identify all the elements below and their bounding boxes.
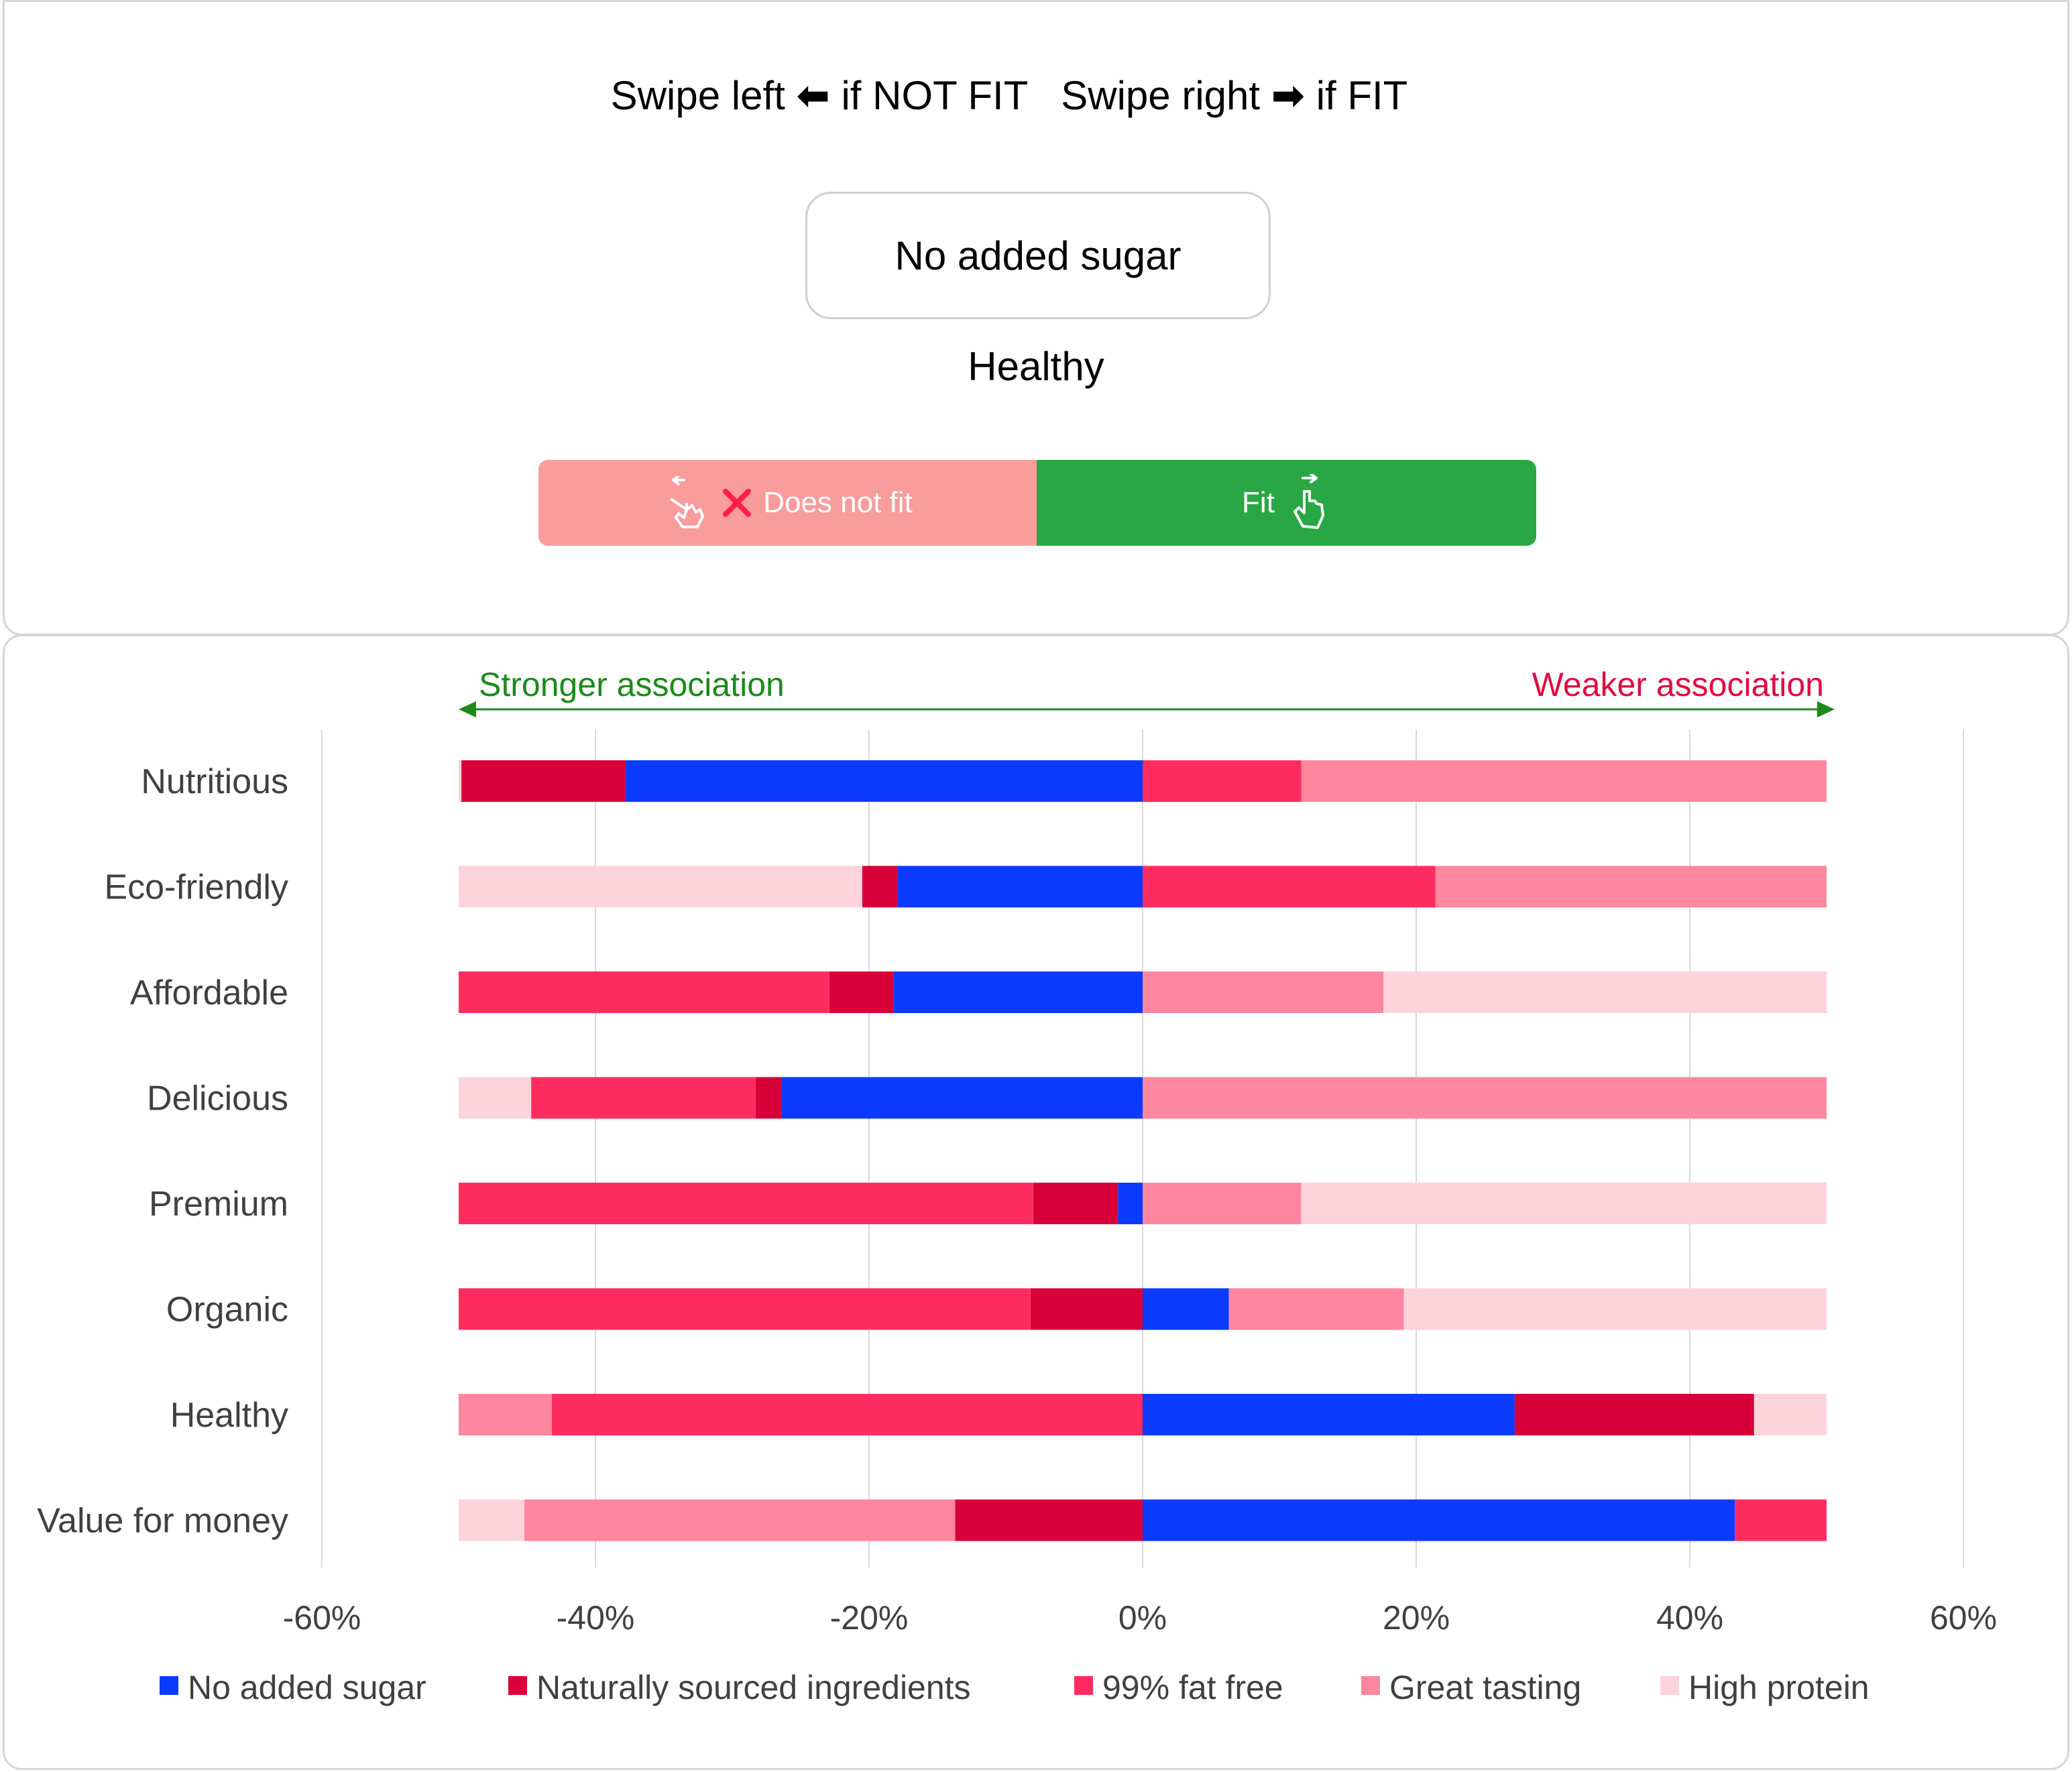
- category-label: Eco-friendly: [104, 868, 288, 907]
- bar-segment: [755, 1077, 782, 1119]
- legend-swatch: [508, 1676, 527, 1695]
- stronger-association-label: Stronger association: [479, 666, 785, 703]
- bar-segment: [1228, 1288, 1404, 1330]
- legend-label: Great tasting: [1389, 1669, 1581, 1706]
- bar-segment: [829, 971, 894, 1013]
- legend-swatch: [1361, 1676, 1380, 1695]
- bar-segment: [1735, 1499, 1827, 1541]
- bar-segment: [459, 1394, 552, 1435]
- bar-segment: [459, 1288, 1031, 1330]
- bar-segment: [1403, 1288, 1827, 1330]
- bar-segment: [1753, 1394, 1827, 1435]
- cross-icon: [720, 486, 754, 520]
- next-attribute-label: Healthy: [968, 344, 1104, 389]
- does-not-fit-button[interactable]: Does not fit: [538, 460, 1038, 546]
- x-tick-label: 40%: [1656, 1599, 1723, 1637]
- bar-segment: [1143, 971, 1384, 1013]
- x-tick-label: -40%: [557, 1599, 635, 1637]
- gridlines: [321, 729, 1964, 1568]
- category-label: Premium: [149, 1185, 288, 1224]
- x-tick-label: 20%: [1383, 1599, 1450, 1637]
- x-tick-label: 60%: [1930, 1599, 1997, 1637]
- bar-segment: [1030, 1288, 1143, 1330]
- bar-segment: [1514, 1394, 1754, 1435]
- bar-segment: [862, 866, 898, 908]
- legend-label: High protein: [1688, 1669, 1869, 1706]
- bar-segment: [1301, 760, 1827, 802]
- bar-segment: [781, 1077, 1143, 1119]
- association-annotation: Stronger association Weaker association: [459, 666, 1835, 717]
- right-arrow-icon: ➡: [1271, 73, 1306, 118]
- bar-segment: [1143, 866, 1436, 908]
- bar-segment: [1143, 760, 1302, 802]
- bar-segment: [1033, 1183, 1118, 1224]
- swipe-instruction: Swipe left ⬅ if NOT FIT Swipe right ➡ if…: [0, 72, 2018, 119]
- current-attribute-card[interactable]: No added sugar: [805, 192, 1271, 319]
- bar-segment: [1118, 1183, 1143, 1224]
- bar-segment: [1435, 866, 1827, 908]
- bar-segment: [459, 1183, 1033, 1224]
- swipe-right-hand-icon: [1284, 474, 1331, 532]
- bar-segment: [524, 1499, 956, 1541]
- swipe-left-hand-icon: [664, 476, 711, 530]
- legend-swatch: [1660, 1676, 1679, 1695]
- bar-segment: [459, 1499, 524, 1541]
- bar-segment: [955, 1499, 1143, 1541]
- x-tick-label: -20%: [830, 1599, 909, 1637]
- swipe-right-text: Swipe right: [1061, 73, 1261, 118]
- bar-segment: [1143, 1288, 1229, 1330]
- bar-segment: [459, 1077, 532, 1119]
- not-fit-text: if NOT FIT: [841, 73, 1028, 118]
- bar-segment: [1301, 1183, 1827, 1224]
- does-not-fit-label: Does not fit: [763, 486, 913, 519]
- legend-label: No added sugar: [188, 1669, 426, 1706]
- x-tick-label: -60%: [283, 1599, 361, 1637]
- fit-text: if FIT: [1316, 73, 1408, 118]
- bar-segment: [897, 866, 1143, 908]
- legend-swatch: [1074, 1676, 1093, 1695]
- bar-segment: [1143, 1183, 1302, 1224]
- bar-segment: [551, 1394, 1143, 1435]
- bar-segment: [459, 866, 862, 908]
- bar-segment: [1383, 971, 1827, 1013]
- weaker-association-label: Weaker association: [1532, 666, 1824, 703]
- category-label: Affordable: [130, 973, 288, 1012]
- bar-segment: [459, 971, 829, 1013]
- fit-button[interactable]: Fit: [1037, 460, 1536, 546]
- bar-segment: [893, 971, 1143, 1013]
- legend-swatch: [160, 1676, 178, 1695]
- bar-segment: [1143, 1394, 1515, 1435]
- category-label: Healthy: [170, 1396, 288, 1435]
- legend: No added sugar Naturally sourced ingredie…: [160, 1669, 1869, 1706]
- right-arrowhead-icon: [1817, 701, 1835, 717]
- x-tick-label: 0%: [1118, 1599, 1167, 1637]
- current-attribute-label: No added sugar: [895, 233, 1182, 278]
- left-arrow-icon: ⬅: [796, 73, 830, 118]
- fit-label: Fit: [1242, 486, 1275, 519]
- bar-segment: [531, 1077, 756, 1119]
- swipe-left-text: Swipe left: [610, 73, 785, 118]
- legend-label: Naturally sourced ingredients: [536, 1669, 971, 1706]
- bar-segment: [459, 760, 462, 802]
- category-label: Value for money: [37, 1502, 288, 1541]
- category-label: Nutritious: [141, 762, 288, 801]
- bar-segment: [1143, 1499, 1735, 1541]
- bar-segment: [625, 760, 1143, 802]
- category-label: Delicious: [147, 1079, 288, 1118]
- legend-label: 99% fat free: [1102, 1669, 1283, 1706]
- category-labels: Nutritious Eco-friendly Affordable Deliciou…: [37, 762, 288, 1541]
- x-tick-labels: -60% -40% -20% 0% 20% 40% 60%: [283, 1599, 1997, 1637]
- left-arrowhead-icon: [459, 701, 476, 717]
- bar-segment: [461, 760, 626, 802]
- bar-segment: [1143, 1077, 1827, 1119]
- bar-segments: [459, 760, 1827, 1541]
- category-label: Organic: [166, 1291, 288, 1330]
